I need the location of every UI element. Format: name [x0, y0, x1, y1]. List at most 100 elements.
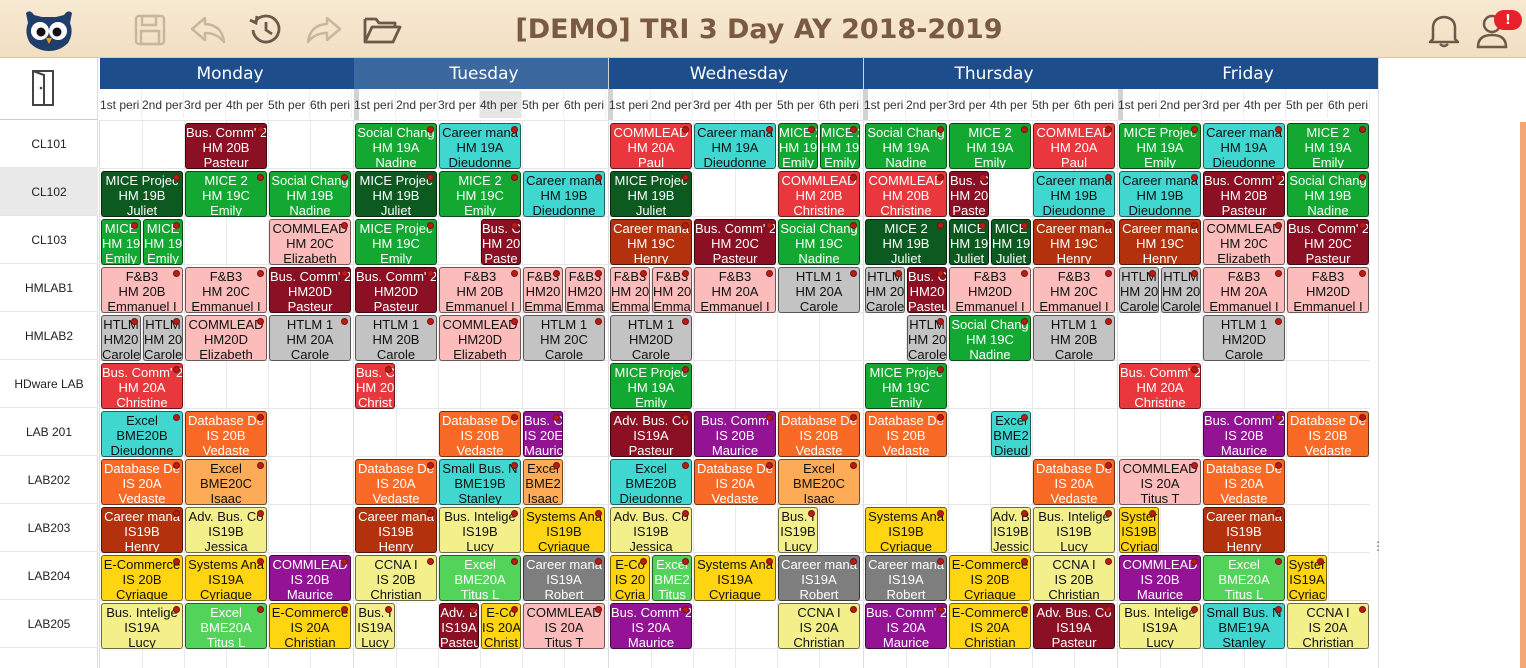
class-block[interactable]: Adv. Bus. Co IS19A Pasteur — [1033, 603, 1115, 649]
class-block[interactable]: Social Chang HM 19B Nadine — [1287, 171, 1369, 217]
class-block[interactable]: Database De IS 20B Vedaste — [865, 411, 947, 457]
class-block[interactable]: F&B3 HM20 Emma — [523, 267, 563, 313]
class-block[interactable]: Excel BME20A Titus L — [1203, 555, 1285, 601]
room-label[interactable]: HMLAB1 — [0, 264, 98, 312]
class-block[interactable]: Bus. C HM20 Pasteu — [907, 267, 947, 313]
class-block[interactable]: HTLM 1 HM 20B Carole — [355, 315, 437, 361]
class-block[interactable]: HTLM 1 HM20D Carole — [610, 315, 692, 361]
class-block[interactable]: Career mana HM 19A Dieudonne — [1203, 123, 1285, 169]
class-block[interactable]: E-Co IS 20A Christ — [481, 603, 521, 649]
class-block[interactable]: Career mana IS19A Robert — [778, 555, 860, 601]
class-block[interactable]: F&B3 HM20D Emmanuel I — [949, 267, 1031, 313]
class-block[interactable]: MICE HM 19 Juliet — [949, 219, 989, 265]
class-block[interactable]: Systems Ana IS19B Cyriaque — [865, 507, 947, 553]
room-label[interactable]: HDware LAB — [0, 360, 98, 408]
redo-icon[interactable] — [304, 10, 344, 50]
class-block[interactable]: Excel BME20B Dieudonne — [101, 411, 183, 457]
class-block[interactable]: Bus. Intelige IS19B Lucy — [439, 507, 521, 553]
class-block[interactable]: F&B3 HM20 Emma — [565, 267, 605, 313]
class-block[interactable]: Bus. Comm' 2 HM20D Pasteur — [355, 267, 437, 313]
class-block[interactable]: COMMLEAD HM20D Elizabeth — [439, 315, 521, 361]
day-header-tuesday[interactable]: Tuesday — [354, 58, 614, 89]
class-block[interactable]: Bus. Comm' 2 HM 20B Pasteur — [1203, 171, 1285, 217]
period-header[interactable]: 6th peri — [1328, 91, 1370, 118]
class-block[interactable]: COMMLEAD HM 20B Christine — [865, 171, 947, 217]
room-label[interactable]: LAB202 — [0, 456, 98, 504]
undo-icon[interactable] — [188, 10, 228, 50]
period-header[interactable]: 3rd per — [948, 91, 990, 118]
class-block[interactable]: Excel BME20A Titus L — [185, 603, 267, 649]
room-label[interactable]: CL102 — [0, 168, 98, 216]
class-block[interactable]: Career mana IS19A Robert — [523, 555, 605, 601]
period-header[interactable]: 1st peri — [609, 91, 651, 118]
period-header[interactable]: 5th per — [268, 91, 310, 118]
class-block[interactable]: MICE Projec HM 19B Juliet — [355, 171, 437, 217]
period-header[interactable]: 4th per — [990, 91, 1032, 118]
class-block[interactable]: Bus. Comm IS 20B Maurice — [694, 411, 776, 457]
class-block[interactable]: MICE Projec HM 19B Juliet — [101, 171, 183, 217]
class-block[interactable]: Syster IS19A Cyriac — [1287, 555, 1327, 601]
class-block[interactable]: Database De IS 20A Vedaste — [355, 459, 437, 505]
folder-open-icon[interactable] — [362, 10, 402, 50]
class-block[interactable]: Career mana HM 19C Henry — [1119, 219, 1201, 265]
class-block[interactable]: Bus. Intelige IS19A Lucy — [101, 603, 183, 649]
class-block[interactable]: Bus. Comm' 2 HM20D Pasteur — [269, 267, 351, 313]
class-block[interactable]: Excel BME20A Titus L — [439, 555, 521, 601]
class-block[interactable]: Adv. B IS19B Jessic — [991, 507, 1031, 553]
class-block[interactable]: Excel BME2 Titus — [652, 555, 692, 601]
class-block[interactable]: Adv. Bus. Co IS19A Pasteur — [610, 411, 692, 457]
class-block[interactable]: COMMLEAD IS 20A Titus T — [523, 603, 605, 649]
period-header[interactable]: 2nd peri — [396, 91, 438, 118]
class-block[interactable]: Excel BME20C Isaac — [185, 459, 267, 505]
class-block[interactable]: MICE HM 19 Emily — [143, 219, 183, 265]
class-block[interactable]: Career mana HM 19C Henry — [1033, 219, 1115, 265]
period-header[interactable]: 3rd per — [1202, 91, 1244, 118]
class-block[interactable]: Database De IS 20B Vedaste — [439, 411, 521, 457]
class-block[interactable]: E-Commerce IS 20B Cyriaque — [949, 555, 1031, 601]
class-block[interactable]: Excel BME2 Dieud — [991, 411, 1031, 457]
period-header[interactable]: 6th peri — [819, 91, 861, 118]
period-header[interactable]: 4th per — [735, 91, 777, 118]
save-icon[interactable] — [130, 10, 170, 50]
class-block[interactable]: Adv. Bus. Co IS19B Jessica — [185, 507, 267, 553]
period-header[interactable]: 1st peri — [100, 91, 142, 118]
period-header[interactable]: 5th per — [1286, 91, 1328, 118]
period-header[interactable]: 5th per — [522, 91, 564, 118]
class-block[interactable]: Database De IS 20A Vedaste — [101, 459, 183, 505]
class-block[interactable]: Social Chang HM 19A Nadine — [355, 123, 437, 169]
class-block[interactable]: CCNA I IS 20A Christian — [1287, 603, 1369, 649]
class-block[interactable]: Excel BME20B Dieudonne — [610, 459, 692, 505]
class-block[interactable]: E-Commerce IS 20A Christian — [949, 603, 1031, 649]
period-header[interactable]: 6th peri — [564, 91, 606, 118]
class-block[interactable]: Career mana HM 19A Dieudonne — [694, 123, 776, 169]
class-block[interactable]: Career mana HM 19A Dieudonne — [439, 123, 521, 169]
class-block[interactable]: CCNA I IS 20B Christian — [355, 555, 437, 601]
class-block[interactable]: HTLM HM 20 Carole — [1161, 267, 1201, 313]
class-block[interactable]: Bus. Comm' 2 IS 20B Maurice — [1203, 411, 1285, 457]
class-block[interactable]: MICE 2 HM 19C Emily — [185, 171, 267, 217]
class-block[interactable]: Career mana IS19B Henry — [355, 507, 437, 553]
class-block[interactable]: Career mana HM 19C Henry — [610, 219, 692, 265]
history-icon[interactable] — [246, 10, 286, 50]
period-header[interactable]: 2nd peri — [651, 91, 693, 118]
period-header[interactable]: 5th per — [777, 91, 819, 118]
resize-handle[interactable]: ⋮ — [1372, 540, 1384, 565]
class-block[interactable]: COMMLEAD HM 20C Elizabeth — [1203, 219, 1285, 265]
class-block[interactable]: COMMLEAD HM 20A Paul — [1033, 123, 1115, 169]
class-block[interactable]: Database De IS 20B Vedaste — [778, 411, 860, 457]
class-block[interactable]: MICE HM 19 Juliet — [991, 219, 1031, 265]
class-block[interactable]: F&B3 HM 20B Emmanuel I — [101, 267, 183, 313]
class-block[interactable]: Bus. Comm' 2 HM 20C Pasteur — [694, 219, 776, 265]
class-block[interactable]: COMMLEAD IS 20A Titus T — [1119, 459, 1201, 505]
period-header[interactable]: 5th per — [1032, 91, 1074, 118]
class-block[interactable]: Syster IS19B Cyriaq — [1119, 507, 1159, 553]
class-block[interactable]: Career mana HM 19B Dieudonne — [523, 171, 605, 217]
class-block[interactable]: Career mana HM 19B Dieudonne — [1033, 171, 1115, 217]
class-block[interactable]: MICE Projec HM 19B Juliet — [610, 171, 692, 217]
period-header[interactable]: 4th per — [1244, 91, 1286, 118]
class-block[interactable]: Excel BME20C Isaac — [778, 459, 860, 505]
class-block[interactable]: Career mana HM 19B Dieudonne — [1119, 171, 1201, 217]
class-block[interactable]: Social Chang HM 19C Nadine — [949, 315, 1031, 361]
class-block[interactable]: COMMLEAD HM 20C Elizabeth — [269, 219, 351, 265]
period-header[interactable]: 1st peri — [354, 91, 396, 118]
